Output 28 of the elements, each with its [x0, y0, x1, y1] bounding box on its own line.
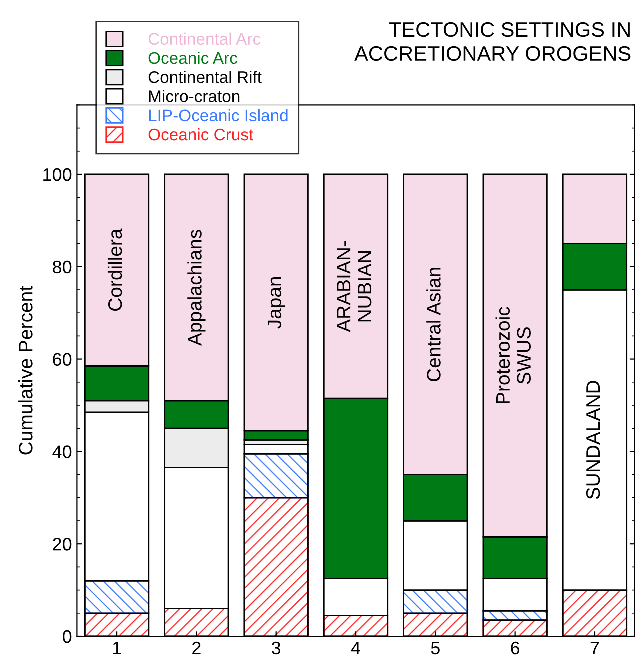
y-tick-label: 60: [53, 353, 72, 366]
x-tick-label: 6: [511, 642, 520, 655]
x-tick-label: 4: [351, 642, 360, 654]
annotation: ARABIAN- NUBIAN: [337, 241, 372, 332]
legend-label: Micro-craton: [149, 90, 240, 102]
annotation: Japan: [268, 277, 286, 329]
y-tick-label: 20: [53, 538, 72, 551]
x-tick-label: 5: [431, 642, 440, 655]
x-tick-label: 1: [113, 642, 122, 654]
legend-label: Continental Arc: [148, 32, 261, 46]
legend-label: Oceanic Arc: [148, 52, 238, 64]
legend-label: Continental Rift: [148, 71, 262, 84]
y-tick-label: 80: [53, 260, 72, 274]
annotation: SUNDALAND: [586, 381, 600, 500]
x-tick-label: 2: [192, 642, 201, 654]
legend-label: LIP-Oceanic Island: [149, 109, 288, 122]
y-axis-title: Cumulative Percent: [18, 286, 33, 455]
legend-label: Oceanic Crust: [148, 128, 254, 141]
y-tick-label: 40: [52, 446, 72, 458]
x-tick-label: 7: [590, 642, 600, 654]
annotation: Appalachians: [188, 230, 206, 346]
x-tick-label: 3: [272, 642, 281, 655]
annotation: Central Asian: [426, 268, 441, 382]
annotation: Cordillera: [108, 228, 122, 311]
y-tick-label: 100: [44, 168, 72, 182]
y-tick-label: 0: [63, 630, 72, 644]
annotation: Proterozoic SWUS: [496, 307, 532, 404]
chart-title: TECTONIC SETTINGS IN ACCRETIONARY OROGENS: [354, 22, 631, 62]
